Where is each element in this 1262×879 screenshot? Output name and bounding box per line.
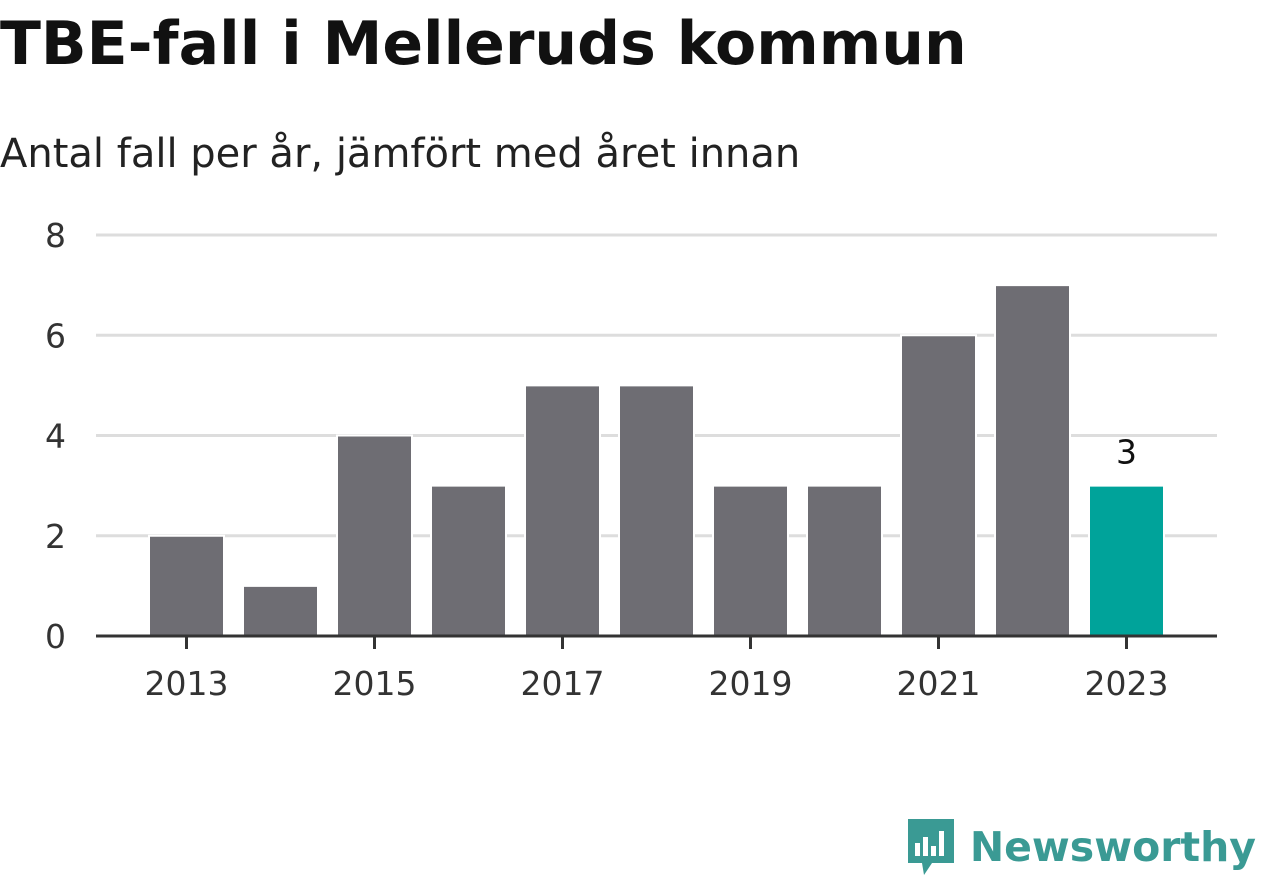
bar-2022 (994, 284, 1071, 637)
x-tick-label: 2019 (709, 664, 793, 703)
bar-2013 (148, 534, 225, 637)
x-tick-label: 2021 (897, 664, 981, 703)
x-tick-label: 2015 (333, 664, 417, 703)
bar-2023 (1088, 484, 1165, 637)
newsworthy-chart-bubble-icon (907, 819, 954, 875)
labels: 0 2 4 6 8 2013 2015 2017 2019 2021 2023 3 (45, 216, 1168, 703)
bar-2021 (900, 334, 977, 637)
y-tick-label: 4 (45, 417, 66, 456)
y-tick-label: 8 (45, 216, 66, 255)
bar-2018 (618, 384, 695, 637)
brand-logo: Newsworthy (906, 815, 1256, 879)
brand-name: Newsworthy (969, 823, 1256, 871)
x-tick-label: 2017 (521, 664, 605, 703)
bar-2020 (806, 484, 883, 637)
chart-subtitle: Antal fall per år, jämfört med året inna… (0, 131, 801, 177)
chart-title: TBE-fall i Melleruds kommun (0, 9, 967, 79)
axes (96, 634, 1217, 649)
bar-2017 (524, 384, 601, 637)
y-tick-label: 6 (45, 316, 66, 355)
bar-2016 (430, 484, 507, 637)
y-tick-label: 2 (45, 517, 66, 556)
data-label-2023: 3 (1116, 433, 1137, 472)
bar-2014 (242, 584, 319, 637)
bar-2019 (712, 484, 789, 637)
bars (148, 284, 1165, 637)
x-tick-label: 2023 (1085, 664, 1169, 703)
bar-2015 (336, 434, 413, 637)
x-tick-label: 2013 (145, 664, 229, 703)
y-tick-label: 0 (45, 617, 66, 656)
